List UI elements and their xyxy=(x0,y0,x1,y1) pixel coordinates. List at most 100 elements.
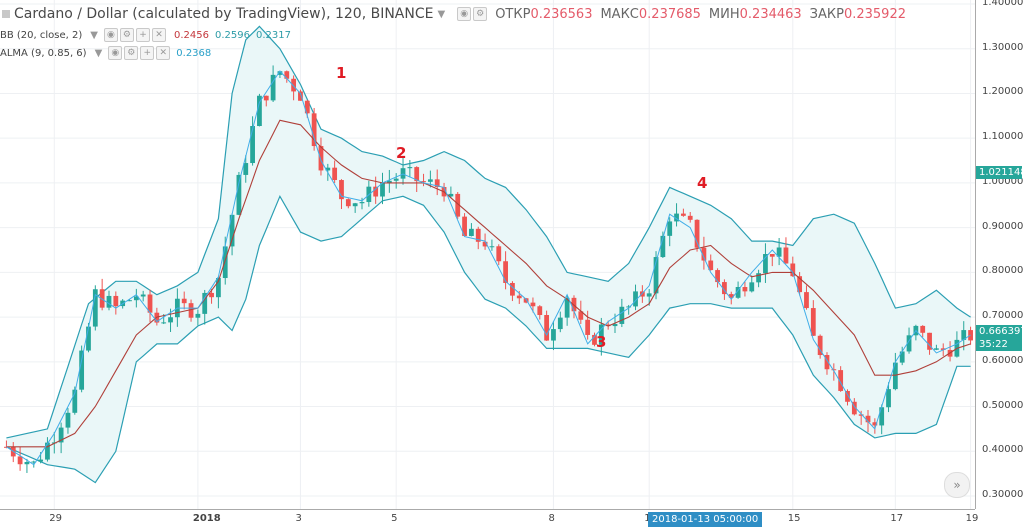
candle-body xyxy=(325,167,331,171)
bb-basis-value: 0.2456 xyxy=(173,29,209,41)
candle-body xyxy=(386,180,392,183)
candle-body xyxy=(482,241,488,247)
candle-body xyxy=(475,228,481,242)
candle-body xyxy=(31,461,37,463)
candle-body xyxy=(332,167,338,181)
candle-body xyxy=(469,228,474,237)
gear-icon[interactable]: ⚙ xyxy=(124,46,139,60)
candle-body xyxy=(352,203,358,207)
bb-upper-line xyxy=(6,25,971,439)
price-axis-label: 1.300000 xyxy=(982,41,1024,53)
symbol-title[interactable]: Cardano / Dollar (calculated by TradingV… xyxy=(14,6,434,22)
candle-body xyxy=(195,313,201,318)
gear-icon[interactable]: ⚙ xyxy=(473,7,488,21)
candle-body xyxy=(612,323,618,327)
bb-upper-value: 0.2596 xyxy=(214,29,250,41)
chevron-down-icon[interactable]: ▼ xyxy=(90,29,98,41)
candle-body xyxy=(838,370,844,391)
candle-body xyxy=(585,319,591,335)
candle-body xyxy=(359,202,365,204)
chevron-down-icon[interactable]: ▼ xyxy=(94,47,103,59)
candle-body xyxy=(407,167,413,169)
alma-value: 0.2368 xyxy=(176,47,212,59)
chevron-down-icon[interactable]: ▼ xyxy=(437,8,446,20)
annotation-label[interactable]: 3 xyxy=(596,333,607,351)
candle-body xyxy=(817,335,823,356)
candle-body xyxy=(222,246,228,279)
time-axis-label: 17 xyxy=(890,513,904,524)
candle-body xyxy=(940,348,946,350)
time-axis-label: 29 xyxy=(49,513,63,524)
candle-body xyxy=(537,306,543,315)
price-axis-label: 1.200000 xyxy=(982,86,1024,98)
candle-body xyxy=(797,276,803,293)
candle-body xyxy=(209,292,214,298)
candle-body xyxy=(851,401,857,415)
candle-body xyxy=(899,351,905,363)
candle-body xyxy=(660,235,666,258)
bb-indicator-name[interactable]: BB (20, close, 2) xyxy=(0,29,83,41)
candle-body xyxy=(318,146,324,171)
eye-icon[interactable]: ◉ xyxy=(108,46,123,60)
candle-body xyxy=(127,300,132,302)
scroll-to-realtime-button[interactable]: » xyxy=(944,472,970,498)
candle-body xyxy=(824,355,830,370)
candle-body xyxy=(400,168,406,179)
low-label: МИН xyxy=(708,6,740,22)
candle-body xyxy=(291,78,297,92)
candle-body xyxy=(161,322,167,324)
candle-body xyxy=(503,261,508,283)
annotation-label[interactable]: 4 xyxy=(697,174,708,192)
candle-body xyxy=(277,71,283,75)
candle-body xyxy=(65,412,71,428)
bb-legend-row: BB (20, close, 2) ▼ ◉ ⚙ + ✕ 0.2456 0.259… xyxy=(0,28,291,42)
price-axis-label: 0.300000 xyxy=(982,489,1024,500)
candle-body xyxy=(339,180,344,200)
candle-body xyxy=(298,91,303,101)
candle-body xyxy=(421,181,426,183)
time-axis-label: 8 xyxy=(548,513,555,524)
candle-body xyxy=(284,71,290,79)
candle-body xyxy=(769,254,775,257)
eye-icon[interactable]: ◉ xyxy=(103,28,118,42)
plus-icon[interactable]: + xyxy=(135,28,150,42)
candle-body xyxy=(414,167,420,182)
bb-lower-value: 0.2317 xyxy=(255,29,291,41)
candle-body xyxy=(427,179,433,182)
close-icon[interactable]: ✕ xyxy=(156,46,171,60)
candle-body xyxy=(742,287,748,292)
candle-body xyxy=(270,74,276,101)
candle-body xyxy=(202,292,208,314)
candle-body xyxy=(756,273,761,283)
bb-fill xyxy=(6,26,971,483)
candle-body xyxy=(133,296,139,301)
alma-legend-row: ALMA (9, 0.85, 6) ▼ ◉ ⚙ + ✕ 0.2368 xyxy=(0,46,211,60)
candle-body xyxy=(38,459,44,462)
candle-body xyxy=(865,415,871,423)
gear-icon[interactable]: ⚙ xyxy=(119,28,134,42)
legend-area: Cardano / Dollar (calculated by TradingV… xyxy=(0,0,975,62)
candle-body xyxy=(380,182,385,197)
candle-body xyxy=(311,113,317,147)
time-axis-label: 3 xyxy=(295,513,302,524)
symbol-icon xyxy=(2,10,10,18)
candle-body xyxy=(72,389,78,413)
alma-indicator-name[interactable]: ALMA (9, 0.85, 6) xyxy=(0,47,87,59)
close-icon[interactable]: ✕ xyxy=(151,28,166,42)
plus-icon[interactable]: + xyxy=(140,46,155,60)
eye-icon[interactable]: ◉ xyxy=(457,7,472,21)
candle-body xyxy=(263,95,269,101)
high-label: МАКС xyxy=(600,6,639,22)
annotation-label[interactable]: 2 xyxy=(396,144,407,162)
candle-body xyxy=(510,282,515,296)
annotation-label[interactable]: 1 xyxy=(336,64,347,82)
close-value: 0.235922 xyxy=(843,6,906,22)
candle-body xyxy=(181,298,187,304)
